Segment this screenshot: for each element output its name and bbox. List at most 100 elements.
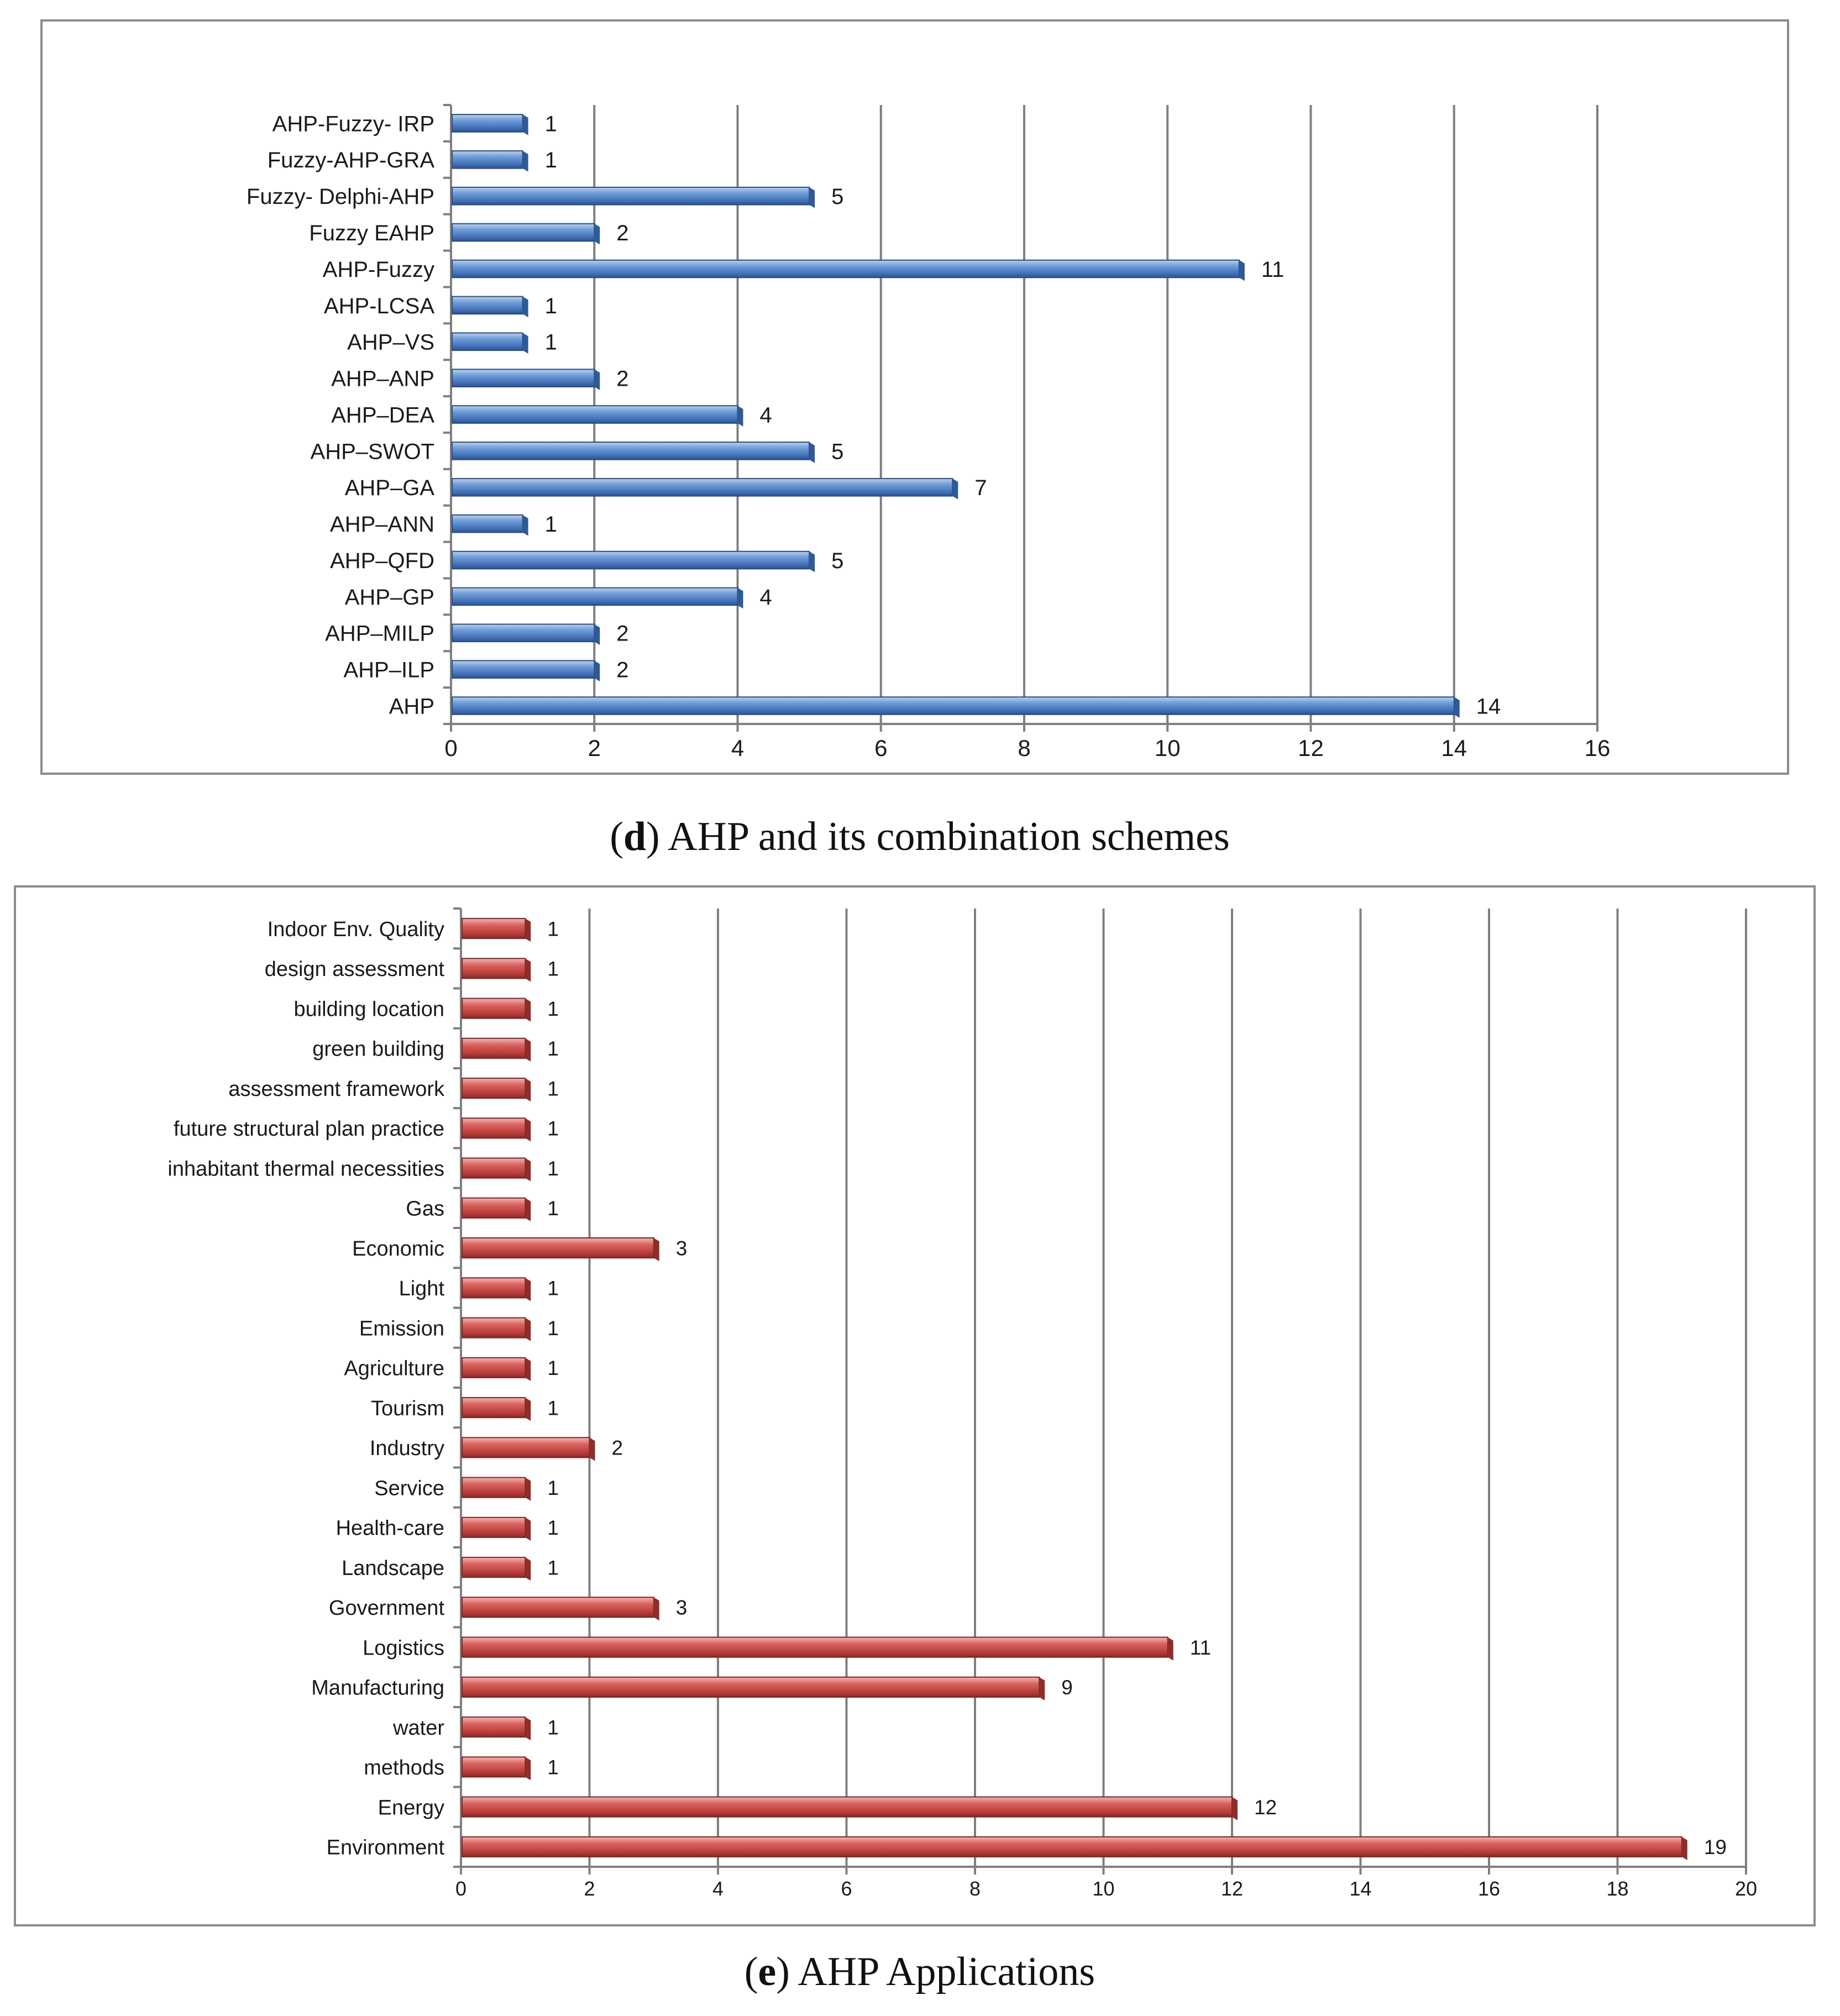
caption-text: AHP and its combination schemes [660,814,1230,859]
data-label: 5 [831,185,843,209]
bar [462,1277,526,1299]
bar-end-cap [525,1357,531,1381]
category-label: Economic [352,1237,444,1261]
category-label: Agriculture [344,1357,444,1380]
bar-end-cap [525,1038,531,1062]
x-tick-label: 14 [1441,735,1467,761]
category-label: Manufacturing [311,1677,444,1700]
figure-caption: (e) AHP Applications [745,1949,1095,1994]
caption-paren-close: ) [776,1949,790,1994]
category-label: Gas [406,1198,444,1221]
bar [452,259,1240,279]
data-label: 7 [974,476,987,500]
category-label: AHP-Fuzzy- IRP [272,112,434,136]
data-label: 1 [545,294,557,318]
bar [452,114,523,133]
data-label: 1 [545,512,557,537]
x-tick-label: 6 [874,735,887,761]
bar [462,1397,526,1419]
category-label: AHP–ILP [343,658,434,683]
data-label: 1 [547,1077,559,1100]
bar [462,1756,526,1778]
bar [462,1597,654,1618]
bar-end-cap [952,478,958,500]
bar-end-cap [522,296,528,318]
data-label: 1 [547,1516,559,1539]
x-tick-label: 10 [1092,1877,1114,1900]
x-tick-label: 8 [1018,735,1030,761]
x-tick-label: 10 [1155,735,1181,761]
bar [462,1796,1233,1818]
bar [462,1157,526,1179]
bar-end-cap [525,1477,531,1501]
bar [452,477,953,497]
bar-end-cap [525,1078,531,1102]
bar-end-cap [594,624,600,645]
category-label: AHP–MILP [325,622,434,646]
caption-letter: d [623,814,646,859]
x-tick-label: 0 [455,1877,466,1900]
category-label: water [392,1716,444,1740]
data-label: 14 [1476,694,1501,718]
bar-end-cap [737,587,743,609]
data-label: 1 [547,1157,559,1180]
bar-end-cap [525,958,531,982]
bar [462,1237,654,1259]
bar [452,150,523,169]
category-label: AHP–ANP [331,367,434,391]
bar-end-cap [525,1198,531,1221]
data-label: 1 [547,1716,559,1739]
bar [452,369,595,387]
category-label: future structural plan practice [174,1117,444,1141]
bar [462,1078,526,1099]
bar [452,405,738,424]
chart-frame [14,885,1816,1926]
data-label: 1 [547,1037,559,1060]
category-label: Light [399,1277,445,1300]
x-tick-label: 12 [1298,735,1324,761]
data-label: 1 [547,1117,559,1140]
bar-end-cap [1681,1836,1687,1860]
data-label: 3 [676,1237,688,1259]
bar [452,623,595,643]
x-tick-label: 12 [1221,1877,1243,1900]
bar-end-cap [522,151,528,172]
bar [462,918,526,939]
x-tick-label: 18 [1606,1877,1628,1900]
bar [462,1477,526,1498]
data-label: 2 [616,367,628,391]
category-label: Fuzzy-AHP-GRA [268,148,435,172]
category-label: assessment framework [228,1078,445,1101]
data-label: 2 [612,1437,623,1460]
data-label: 9 [1061,1676,1073,1699]
chart-frame [40,19,1789,775]
bar-end-cap [525,1757,531,1781]
data-label: 1 [545,148,557,172]
bar-end-cap [522,114,528,135]
bar-end-cap [525,1278,531,1301]
category-label: Fuzzy EAHP [309,221,434,245]
category-label: AHP–VS [347,330,434,355]
data-label: 1 [547,1397,559,1419]
bar [462,1636,1168,1658]
category-label: design assessment [265,958,445,981]
bar [452,223,595,242]
caption-letter: e [758,1949,776,1994]
bar [462,998,526,1019]
category-label: Energy [378,1796,444,1819]
category-label: AHP–GP [345,585,434,610]
data-label: 1 [547,958,559,980]
category-label: Emission [359,1317,444,1340]
bar [462,1557,526,1578]
data-label: 5 [831,439,843,464]
category-label: AHP-LCSA [324,294,434,318]
bar [452,587,738,606]
data-label: 2 [616,622,628,646]
x-tick-label: 2 [584,1877,595,1900]
bar-end-cap [525,918,531,942]
caption-text: AHP Applications [790,1949,1095,1994]
category-label: Industry [370,1437,444,1460]
category-label: Government [329,1597,445,1620]
category-label: Health-care [336,1517,444,1540]
